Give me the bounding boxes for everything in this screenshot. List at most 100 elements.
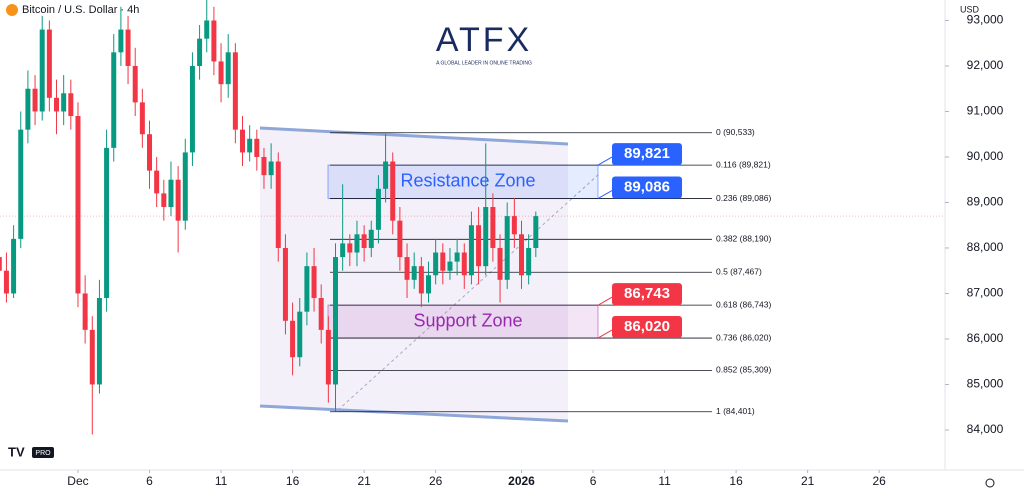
candle-body [461, 252, 467, 276]
candle-body [11, 238, 17, 294]
candle-body [468, 225, 474, 276]
candle-body [61, 93, 67, 112]
candle-body [311, 266, 317, 299]
brand-tagline: A GLOBAL LEADER IN ONLINE TRADING [436, 60, 532, 66]
x-tick-label: 26 [873, 474, 887, 488]
candle-body [225, 52, 231, 85]
candle-body [354, 234, 360, 253]
candle-body [497, 247, 503, 280]
candle-body [333, 257, 339, 385]
fib-label: 0.736 (86,020) [716, 332, 771, 342]
candle-body [411, 266, 417, 280]
candle-body [275, 161, 281, 248]
tag-connector [597, 190, 613, 199]
tag-connector [597, 156, 613, 166]
candle-body [418, 266, 424, 294]
candle-body [304, 266, 310, 312]
candle-body [254, 138, 260, 157]
candle-body [197, 38, 203, 66]
candle-body [32, 88, 38, 112]
candle-body [139, 102, 145, 135]
y-tick-label: 93,000 [967, 13, 1004, 27]
fib-label: 0.116 (89,821) [716, 159, 771, 169]
candle-body [182, 152, 188, 221]
fib-label: 0 (90,533) [716, 127, 755, 137]
candle-body [247, 138, 253, 153]
candle-body [476, 225, 482, 267]
candle-body [426, 275, 432, 294]
candle-body [104, 147, 110, 299]
candle-body [526, 247, 532, 276]
y-tick-label: 89,000 [967, 195, 1004, 209]
settings-icon[interactable] [985, 478, 995, 488]
channel-bottom [259, 404, 569, 423]
price-tag-label: 89,086 [624, 179, 670, 196]
candle-body [204, 20, 210, 39]
candle-body [46, 29, 52, 98]
candle-body [25, 88, 31, 130]
y-tick-label: 85,000 [967, 377, 1004, 391]
candle-body [232, 52, 238, 130]
candle-body [533, 216, 539, 248]
price-tag-label: 86,743 [624, 285, 670, 302]
fib-label: 0.236 (89,086) [716, 193, 771, 203]
zone-label: Support Zone [413, 310, 522, 330]
candle-body [361, 234, 367, 248]
symbol-title[interactable]: Bitcoin / U.S. Dollar · 4h [22, 4, 139, 16]
price-tag [612, 316, 682, 339]
candle-body [54, 97, 60, 112]
candle-body [404, 257, 410, 280]
x-tick-label: 16 [729, 474, 743, 488]
candle-body [161, 193, 167, 208]
badge: PRO [35, 450, 51, 457]
candle-body [261, 156, 267, 176]
candle-body [168, 179, 174, 208]
candle-body [89, 329, 95, 385]
candle-body [268, 161, 274, 176]
candle-body [347, 243, 353, 253]
x-tick-label: 6 [146, 474, 153, 488]
x-tick-label: 26 [429, 474, 443, 488]
fib-trend-line [337, 174, 599, 411]
price-tag [612, 176, 682, 199]
candle-body [383, 161, 389, 189]
zone-label: Resistance Zone [400, 171, 535, 191]
candle-body [132, 65, 138, 103]
candle-body [82, 293, 88, 330]
candle-body [68, 93, 74, 117]
candle-body [325, 329, 331, 385]
x-tick-label: 16 [286, 474, 300, 488]
candle-body [511, 216, 517, 235]
candle-body [118, 29, 124, 53]
brand-logo: ATFX [436, 21, 532, 59]
candle-body [433, 252, 439, 276]
x-tick-label: 21 [357, 474, 371, 488]
candle-body [375, 188, 381, 230]
symbol-icon [6, 4, 18, 16]
candle-body [39, 29, 45, 112]
x-tick-label: Dec [67, 474, 88, 488]
y-tick-label: 90,000 [967, 149, 1004, 163]
candle-body [297, 311, 303, 358]
x-tick-label: 11 [215, 474, 228, 488]
candle-body [189, 65, 195, 153]
candle-body [519, 234, 525, 276]
tag-connector [597, 296, 613, 306]
fib-label: 0.382 (88,190) [716, 234, 771, 244]
candle-body [96, 298, 102, 385]
y-tick-label: 87,000 [967, 286, 1004, 300]
candle-body [147, 134, 153, 171]
fib-label: 0.852 (85,309) [716, 365, 771, 375]
price-tag-label: 89,821 [624, 145, 670, 162]
fib-label: 0.5 (87,467) [716, 266, 762, 276]
x-tick-label: 2026 [508, 474, 535, 488]
currency[interactable]: USD [960, 4, 980, 14]
zone [327, 304, 599, 339]
x-tick-label: 6 [590, 474, 597, 488]
candle-body [125, 29, 131, 66]
candle-body [0, 257, 2, 271]
y-tick-label: 88,000 [967, 240, 1004, 254]
badge-bg [32, 447, 54, 458]
